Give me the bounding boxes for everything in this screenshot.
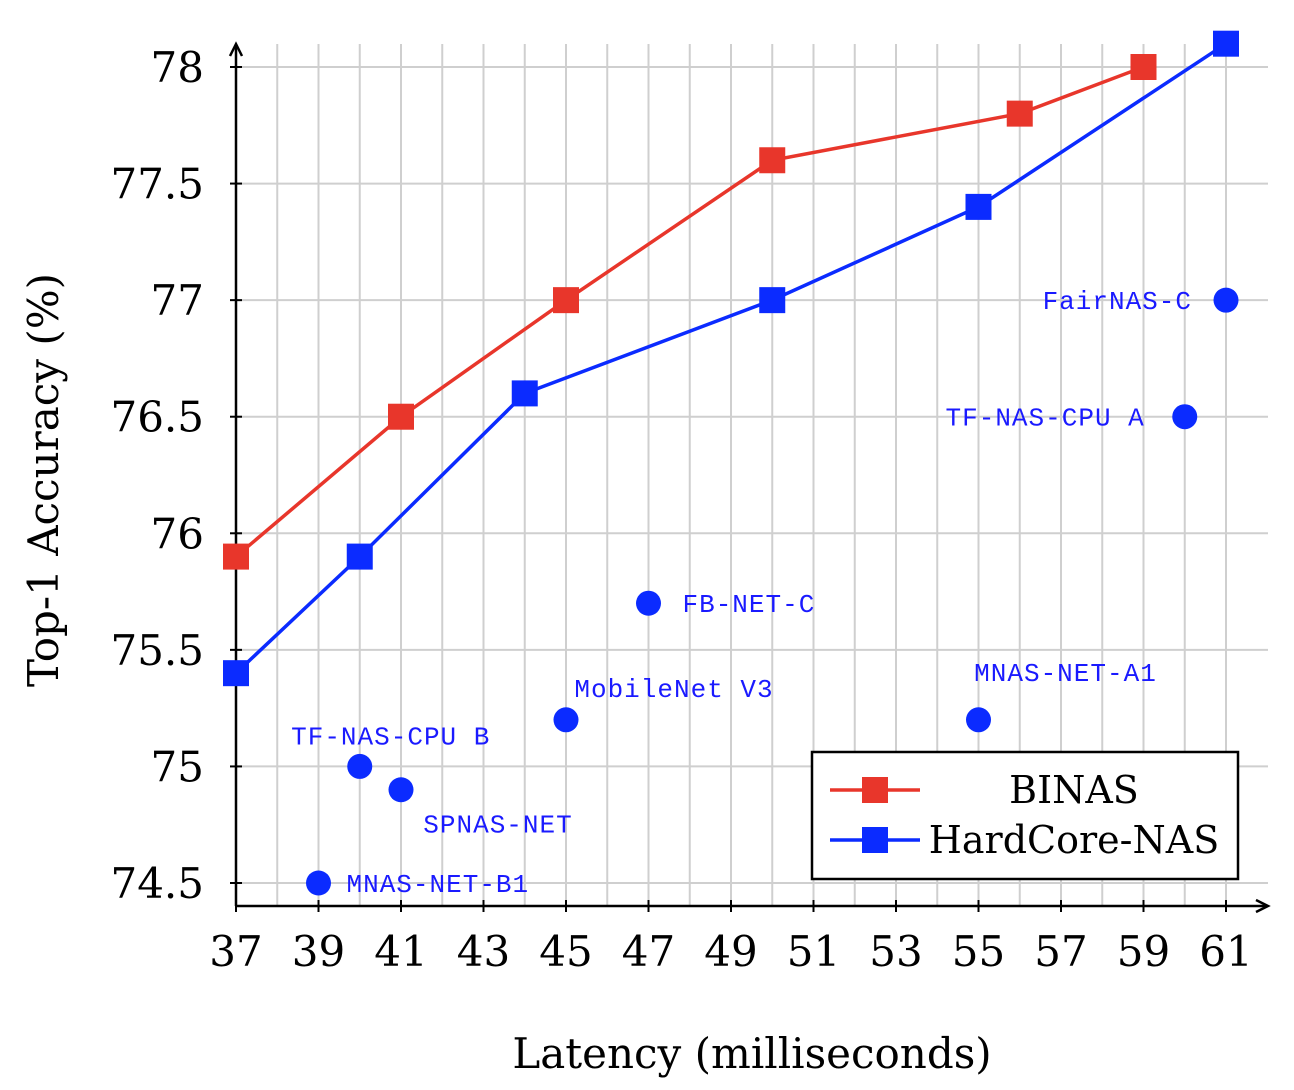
scatter-point [388,777,414,803]
legend-label: HardCore-NAS [929,818,1219,862]
series-marker [759,287,786,314]
y-axis-title: Top-1 Accuracy (%) [19,273,68,687]
x-tick-label: 49 [704,927,757,976]
series-marker [511,380,538,407]
y-tick-label: 78 [151,43,204,92]
point-label: TF-NAS-CPU B [291,722,490,752]
x-tick-label: 45 [539,927,592,976]
legend-marker [862,777,888,803]
y-tick-label: 74.5 [110,859,204,908]
y-tick-label: 76 [151,509,204,558]
y-axis-arrow [228,41,244,57]
x-tick-label: 41 [374,927,427,976]
legend: BINAS HardCore-NAS [810,750,1240,881]
axes [228,41,1271,914]
series-marker [223,660,249,687]
series-line-binas [234,65,1145,558]
series-marker [1130,54,1157,80]
point-label: TF-NAS-CPU A [946,404,1145,434]
legend-marker [862,827,888,853]
point-label: MobileNet V3 [574,675,773,705]
series-marker [553,287,579,314]
x-tick-label: 61 [1199,927,1252,976]
x-tick-label: 37 [209,927,262,976]
legend-box [810,750,1240,881]
scatter-point [966,707,991,733]
x-axis-arrow [1255,898,1271,914]
series-marker [1006,100,1033,127]
x-tick-label: 39 [292,927,345,976]
y-tick-label: 77.5 [110,160,204,209]
series-marker [965,193,992,220]
y-tick-label: 77 [151,276,204,325]
series-line-hardcore-nas [234,42,1227,675]
series-marker [223,543,249,570]
x-tick-label: 51 [787,927,840,976]
x-tick-label: 55 [952,927,1005,976]
x-tick-label: 53 [869,927,922,976]
x-tick-label: 43 [457,927,510,976]
x-tick-label: 57 [1034,927,1087,976]
series-lines [223,30,1239,687]
tick-labels: 37 39 41 43 45 47 49 51 53 55 57 59 61 74.5 75 75.5 76 76… [110,43,1252,976]
series-marker [346,543,373,570]
series-marker [1213,30,1239,57]
y-tick-label: 75 [151,742,204,791]
scatter-point [306,870,331,896]
x-tick-label: 47 [622,927,675,976]
series-marker [759,147,786,174]
scatter-point [347,753,373,779]
series-marker [388,403,414,430]
point-label: FB-NET-C [683,590,816,620]
scatter-point [636,590,661,616]
scatter-points: FairNAS-C TF-NAS-CPU A FB-NET-C MobileNet V… [291,287,1239,900]
x-axis-title: Latency (milliseconds) [512,1029,991,1078]
legend-label: BINAS [1009,768,1139,812]
y-tick-label: 76.5 [110,393,204,442]
scatter-point [1172,404,1198,430]
point-label: MNAS-NET-A1 [974,659,1157,689]
scatter-point [553,707,579,733]
point-label: FairNAS-C [1043,287,1192,317]
point-label: MNAS-NET-B1 [347,870,530,900]
point-label: SPNAS-NET [423,811,572,841]
scatter-point [1213,287,1239,313]
y-tick-label: 75.5 [110,626,204,675]
x-tick-label: 59 [1117,927,1170,976]
